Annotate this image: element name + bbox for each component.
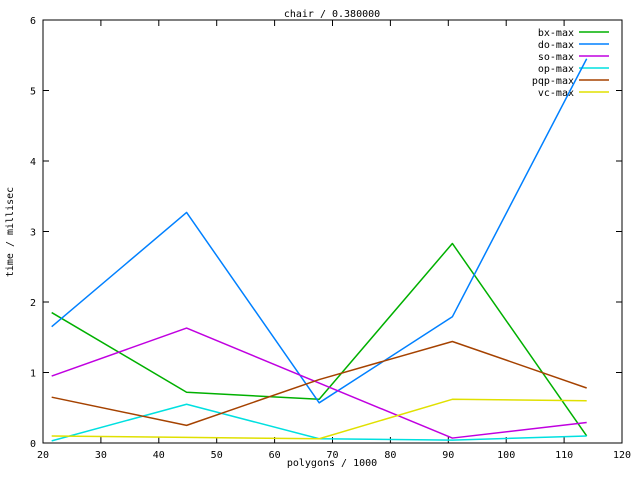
x-tick-label: 80 xyxy=(384,450,396,461)
x-tick-label: 30 xyxy=(95,450,107,461)
legend-label-bx-max: bx-max xyxy=(538,28,574,39)
series-line-pqp-max xyxy=(51,340,587,427)
legend-label-pqp-max: pqp-max xyxy=(532,76,574,87)
y-tick-label: 6 xyxy=(30,16,36,27)
x-tick-label: 100 xyxy=(497,450,515,461)
x-tick-label: 90 xyxy=(442,450,454,461)
y-axis-label: time / millisec xyxy=(5,187,16,277)
series-line-op-max xyxy=(51,403,587,442)
legend-label-vc-max: vc-max xyxy=(538,88,574,99)
x-tick-label: 120 xyxy=(613,450,631,461)
legend-label-op-max: op-max xyxy=(538,64,574,75)
series-line-so-max xyxy=(51,327,587,439)
chart-title: chair / 0.380000 xyxy=(284,9,380,20)
x-tick-label: 20 xyxy=(37,450,49,461)
x-tick-label: 70 xyxy=(326,450,338,461)
legend-label-so-max: so-max xyxy=(538,52,574,63)
legend-label-do-max: do-max xyxy=(538,40,574,51)
plot-series xyxy=(51,58,588,442)
x-tick-label: 40 xyxy=(153,450,165,461)
y-tick-label: 3 xyxy=(30,228,36,239)
y-tick-label: 0 xyxy=(30,439,36,450)
axes: 20 30 40 50 60 70 80 90 100 110 120 0 1 2 3 4 5 6 xyxy=(30,16,631,461)
y-tick-label: 2 xyxy=(30,298,36,309)
x-tick-label: 60 xyxy=(269,450,281,461)
series-line-vc-max xyxy=(51,398,587,440)
y-tick-label: 4 xyxy=(30,157,36,168)
x-axis-label: polygons / 1000 xyxy=(287,458,377,469)
series-line-do-max xyxy=(51,58,588,404)
x-tick-label: 110 xyxy=(555,450,573,461)
x-tick-label: 50 xyxy=(211,450,223,461)
y-tick-label: 5 xyxy=(30,87,36,98)
y-tick-label: 1 xyxy=(30,369,36,380)
series-line-bx-max xyxy=(51,242,588,437)
